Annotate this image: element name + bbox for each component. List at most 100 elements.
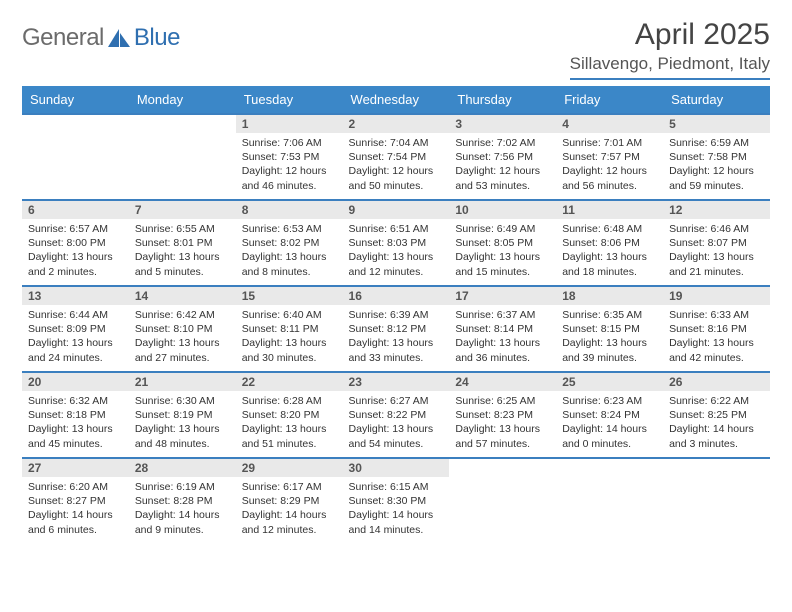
calendar-page: General Blue April 2025 Sillavengo, Pied… xyxy=(0,0,792,562)
brand-text-general: General xyxy=(22,24,104,52)
day-number: 18 xyxy=(556,287,663,305)
calendar-week-row: 6Sunrise: 6:57 AMSunset: 8:00 PMDaylight… xyxy=(22,200,770,286)
calendar-table: SundayMondayTuesdayWednesdayThursdayFrid… xyxy=(22,86,770,544)
day-number: 27 xyxy=(22,459,129,477)
brand-logo: General Blue xyxy=(22,18,180,52)
day-number: 26 xyxy=(663,373,770,391)
calendar-day-cell: 5Sunrise: 6:59 AMSunset: 7:58 PMDaylight… xyxy=(663,114,770,200)
calendar-day-cell: 15Sunrise: 6:40 AMSunset: 8:11 PMDayligh… xyxy=(236,286,343,372)
day-details: Sunrise: 6:32 AMSunset: 8:18 PMDaylight:… xyxy=(22,391,129,455)
calendar-day-cell xyxy=(556,458,663,544)
brand-sail-icon xyxy=(106,27,132,49)
calendar-day-cell: 7Sunrise: 6:55 AMSunset: 8:01 PMDaylight… xyxy=(129,200,236,286)
day-details: Sunrise: 6:19 AMSunset: 8:28 PMDaylight:… xyxy=(129,477,236,541)
day-number: 29 xyxy=(236,459,343,477)
calendar-day-cell: 30Sunrise: 6:15 AMSunset: 8:30 PMDayligh… xyxy=(343,458,450,544)
day-details: Sunrise: 6:59 AMSunset: 7:58 PMDaylight:… xyxy=(663,133,770,197)
calendar-day-cell: 4Sunrise: 7:01 AMSunset: 7:57 PMDaylight… xyxy=(556,114,663,200)
month-title: April 2025 xyxy=(570,18,770,52)
day-details: Sunrise: 6:49 AMSunset: 8:05 PMDaylight:… xyxy=(449,219,556,283)
calendar-day-cell: 14Sunrise: 6:42 AMSunset: 8:10 PMDayligh… xyxy=(129,286,236,372)
calendar-day-cell xyxy=(22,114,129,200)
day-details: Sunrise: 6:57 AMSunset: 8:00 PMDaylight:… xyxy=(22,219,129,283)
brand-text-blue: Blue xyxy=(134,24,180,52)
calendar-day-cell: 17Sunrise: 6:37 AMSunset: 8:14 PMDayligh… xyxy=(449,286,556,372)
calendar-day-cell xyxy=(449,458,556,544)
calendar-day-cell xyxy=(663,458,770,544)
calendar-day-cell: 21Sunrise: 6:30 AMSunset: 8:19 PMDayligh… xyxy=(129,372,236,458)
calendar-day-cell: 9Sunrise: 6:51 AMSunset: 8:03 PMDaylight… xyxy=(343,200,450,286)
day-details: Sunrise: 6:42 AMSunset: 8:10 PMDaylight:… xyxy=(129,305,236,369)
day-number: 13 xyxy=(22,287,129,305)
calendar-day-cell: 16Sunrise: 6:39 AMSunset: 8:12 PMDayligh… xyxy=(343,286,450,372)
day-details: Sunrise: 6:53 AMSunset: 8:02 PMDaylight:… xyxy=(236,219,343,283)
header: General Blue April 2025 Sillavengo, Pied… xyxy=(22,18,770,80)
day-number: 22 xyxy=(236,373,343,391)
day-number: 2 xyxy=(343,115,450,133)
day-details: Sunrise: 6:46 AMSunset: 8:07 PMDaylight:… xyxy=(663,219,770,283)
calendar-week-row: 27Sunrise: 6:20 AMSunset: 8:27 PMDayligh… xyxy=(22,458,770,544)
day-details: Sunrise: 6:30 AMSunset: 8:19 PMDaylight:… xyxy=(129,391,236,455)
day-details: Sunrise: 6:44 AMSunset: 8:09 PMDaylight:… xyxy=(22,305,129,369)
calendar-day-cell: 1Sunrise: 7:06 AMSunset: 7:53 PMDaylight… xyxy=(236,114,343,200)
day-number: 3 xyxy=(449,115,556,133)
day-header: Saturday xyxy=(663,86,770,114)
day-details: Sunrise: 6:48 AMSunset: 8:06 PMDaylight:… xyxy=(556,219,663,283)
calendar-day-cell: 2Sunrise: 7:04 AMSunset: 7:54 PMDaylight… xyxy=(343,114,450,200)
calendar-body: 1Sunrise: 7:06 AMSunset: 7:53 PMDaylight… xyxy=(22,114,770,544)
calendar-day-cell: 29Sunrise: 6:17 AMSunset: 8:29 PMDayligh… xyxy=(236,458,343,544)
day-header: Monday xyxy=(129,86,236,114)
day-number: 8 xyxy=(236,201,343,219)
day-number: 4 xyxy=(556,115,663,133)
calendar-day-cell: 10Sunrise: 6:49 AMSunset: 8:05 PMDayligh… xyxy=(449,200,556,286)
calendar-week-row: 1Sunrise: 7:06 AMSunset: 7:53 PMDaylight… xyxy=(22,114,770,200)
calendar-day-cell xyxy=(129,114,236,200)
day-details: Sunrise: 6:35 AMSunset: 8:15 PMDaylight:… xyxy=(556,305,663,369)
day-number: 5 xyxy=(663,115,770,133)
calendar-day-cell: 8Sunrise: 6:53 AMSunset: 8:02 PMDaylight… xyxy=(236,200,343,286)
day-details: Sunrise: 6:23 AMSunset: 8:24 PMDaylight:… xyxy=(556,391,663,455)
day-number: 21 xyxy=(129,373,236,391)
calendar-week-row: 13Sunrise: 6:44 AMSunset: 8:09 PMDayligh… xyxy=(22,286,770,372)
location-text: Sillavengo, Piedmont, Italy xyxy=(570,54,770,74)
day-details: Sunrise: 6:28 AMSunset: 8:20 PMDaylight:… xyxy=(236,391,343,455)
day-number: 9 xyxy=(343,201,450,219)
day-number: 25 xyxy=(556,373,663,391)
calendar-day-cell: 12Sunrise: 6:46 AMSunset: 8:07 PMDayligh… xyxy=(663,200,770,286)
calendar-day-cell: 24Sunrise: 6:25 AMSunset: 8:23 PMDayligh… xyxy=(449,372,556,458)
day-header: Friday xyxy=(556,86,663,114)
calendar-day-cell: 22Sunrise: 6:28 AMSunset: 8:20 PMDayligh… xyxy=(236,372,343,458)
day-header: Tuesday xyxy=(236,86,343,114)
day-number: 1 xyxy=(236,115,343,133)
calendar-day-cell: 23Sunrise: 6:27 AMSunset: 8:22 PMDayligh… xyxy=(343,372,450,458)
day-details: Sunrise: 6:33 AMSunset: 8:16 PMDaylight:… xyxy=(663,305,770,369)
day-number: 24 xyxy=(449,373,556,391)
day-number: 16 xyxy=(343,287,450,305)
day-details: Sunrise: 6:17 AMSunset: 8:29 PMDaylight:… xyxy=(236,477,343,541)
day-header: Thursday xyxy=(449,86,556,114)
day-number: 23 xyxy=(343,373,450,391)
day-header: Sunday xyxy=(22,86,129,114)
day-number: 14 xyxy=(129,287,236,305)
calendar-day-cell: 27Sunrise: 6:20 AMSunset: 8:27 PMDayligh… xyxy=(22,458,129,544)
title-block: April 2025 Sillavengo, Piedmont, Italy xyxy=(570,18,770,80)
day-details: Sunrise: 7:02 AMSunset: 7:56 PMDaylight:… xyxy=(449,133,556,197)
calendar-day-cell: 25Sunrise: 6:23 AMSunset: 8:24 PMDayligh… xyxy=(556,372,663,458)
day-number: 12 xyxy=(663,201,770,219)
calendar-day-cell: 18Sunrise: 6:35 AMSunset: 8:15 PMDayligh… xyxy=(556,286,663,372)
day-details: Sunrise: 6:27 AMSunset: 8:22 PMDaylight:… xyxy=(343,391,450,455)
day-number: 6 xyxy=(22,201,129,219)
calendar-day-cell: 6Sunrise: 6:57 AMSunset: 8:00 PMDaylight… xyxy=(22,200,129,286)
calendar-day-cell: 28Sunrise: 6:19 AMSunset: 8:28 PMDayligh… xyxy=(129,458,236,544)
calendar-day-cell: 20Sunrise: 6:32 AMSunset: 8:18 PMDayligh… xyxy=(22,372,129,458)
calendar-day-cell: 19Sunrise: 6:33 AMSunset: 8:16 PMDayligh… xyxy=(663,286,770,372)
calendar-day-cell: 26Sunrise: 6:22 AMSunset: 8:25 PMDayligh… xyxy=(663,372,770,458)
day-number: 7 xyxy=(129,201,236,219)
day-number: 10 xyxy=(449,201,556,219)
day-details: Sunrise: 6:39 AMSunset: 8:12 PMDaylight:… xyxy=(343,305,450,369)
day-details: Sunrise: 7:04 AMSunset: 7:54 PMDaylight:… xyxy=(343,133,450,197)
day-details: Sunrise: 6:20 AMSunset: 8:27 PMDaylight:… xyxy=(22,477,129,541)
day-header: Wednesday xyxy=(343,86,450,114)
day-number: 28 xyxy=(129,459,236,477)
day-details: Sunrise: 6:22 AMSunset: 8:25 PMDaylight:… xyxy=(663,391,770,455)
